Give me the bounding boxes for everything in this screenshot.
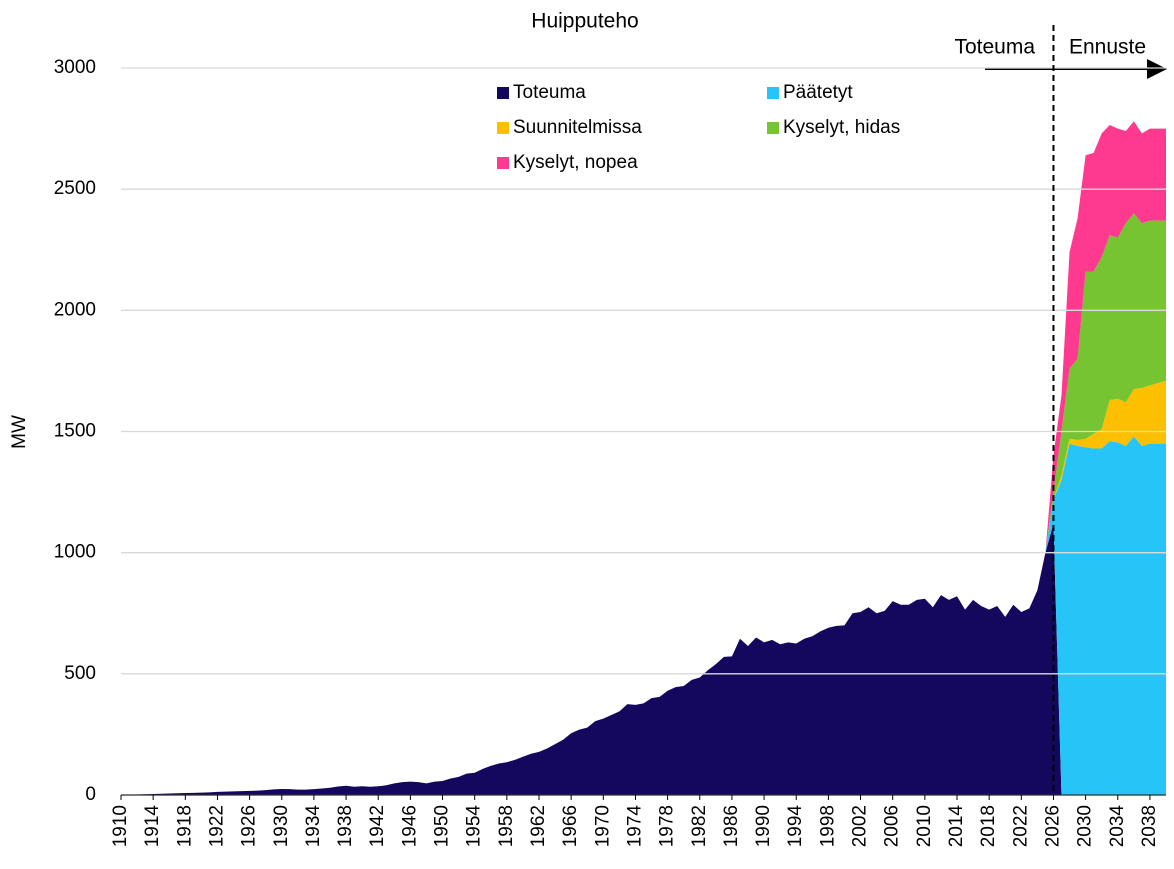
x-tick-label: 2006: [882, 805, 903, 847]
y-axis-label: MW: [9, 415, 30, 449]
x-tick-label: 1966: [560, 805, 581, 847]
x-tick-label: 2038: [1139, 805, 1160, 847]
y-tick-label: 0: [85, 784, 96, 805]
x-tick-label: 2014: [946, 805, 967, 848]
x-tick-label: 1998: [817, 805, 838, 847]
x-tick-label: 1974: [624, 805, 645, 848]
x-tick-label: 1910: [110, 805, 131, 847]
x-tick-label: 1942: [367, 805, 388, 847]
y-tick-label: 2000: [54, 299, 96, 320]
x-tick-label: 2010: [914, 805, 935, 847]
x-tick-label: 1914: [142, 805, 163, 848]
x-tick-label: 1946: [399, 805, 420, 847]
area: [1045, 380, 1166, 553]
legend-swatch: [767, 122, 779, 134]
area: [1045, 121, 1166, 553]
y-tick-label: 2500: [54, 178, 96, 199]
x-tick-label: 2034: [1107, 805, 1128, 848]
y-tick-label: 1000: [54, 542, 96, 563]
y-tick-label: 500: [64, 663, 96, 684]
legend-label: Suunnitelmissa: [513, 117, 642, 138]
x-tick-label: 2026: [1042, 805, 1063, 847]
x-tick-label: 1970: [592, 805, 613, 847]
chart-title: Huipputeho: [531, 10, 638, 33]
y-tick-label: 1500: [54, 421, 96, 442]
x-tick-label: 1922: [206, 805, 227, 847]
legend-swatch: [497, 157, 509, 169]
x-tick-label: 1930: [271, 805, 292, 847]
legend-label: Kyselyt, hidas: [783, 117, 900, 138]
x-tick-label: 2030: [1075, 805, 1096, 847]
x-tick-label: 1982: [689, 805, 710, 847]
legend-label: Kyselyt, nopea: [513, 152, 638, 173]
legend-swatch: [497, 122, 509, 134]
area: [1045, 213, 1166, 553]
x-tick-label: 2022: [1010, 805, 1031, 847]
legend-swatch: [497, 87, 509, 99]
x-tick-label: 1934: [303, 805, 324, 848]
x-tick-label: 1994: [785, 805, 806, 848]
x-tick-label: 1918: [174, 805, 195, 847]
x-tick-label: 1986: [721, 805, 742, 847]
x-tick-label: 2018: [978, 805, 999, 847]
x-tick-label: 1962: [528, 805, 549, 847]
x-tick-label: 2002: [850, 805, 871, 847]
annotation: Ennuste: [1069, 36, 1146, 59]
x-tick-label: 1990: [753, 805, 774, 847]
x-tick-label: 1978: [657, 805, 678, 847]
x-tick-label: 1958: [496, 805, 517, 847]
area: [1045, 436, 1166, 795]
legend-label: Toteuma: [513, 82, 586, 103]
legend-swatch: [767, 87, 779, 99]
legend-label: Päätetyt: [783, 82, 853, 103]
annotation: Toteuma: [954, 36, 1035, 59]
y-tick-label: 3000: [54, 57, 96, 78]
x-tick-label: 1950: [432, 805, 453, 847]
area: [121, 523, 1062, 795]
x-tick-label: 1954: [464, 805, 485, 848]
x-tick-label: 1926: [239, 805, 260, 847]
x-tick-label: 1938: [335, 805, 356, 847]
